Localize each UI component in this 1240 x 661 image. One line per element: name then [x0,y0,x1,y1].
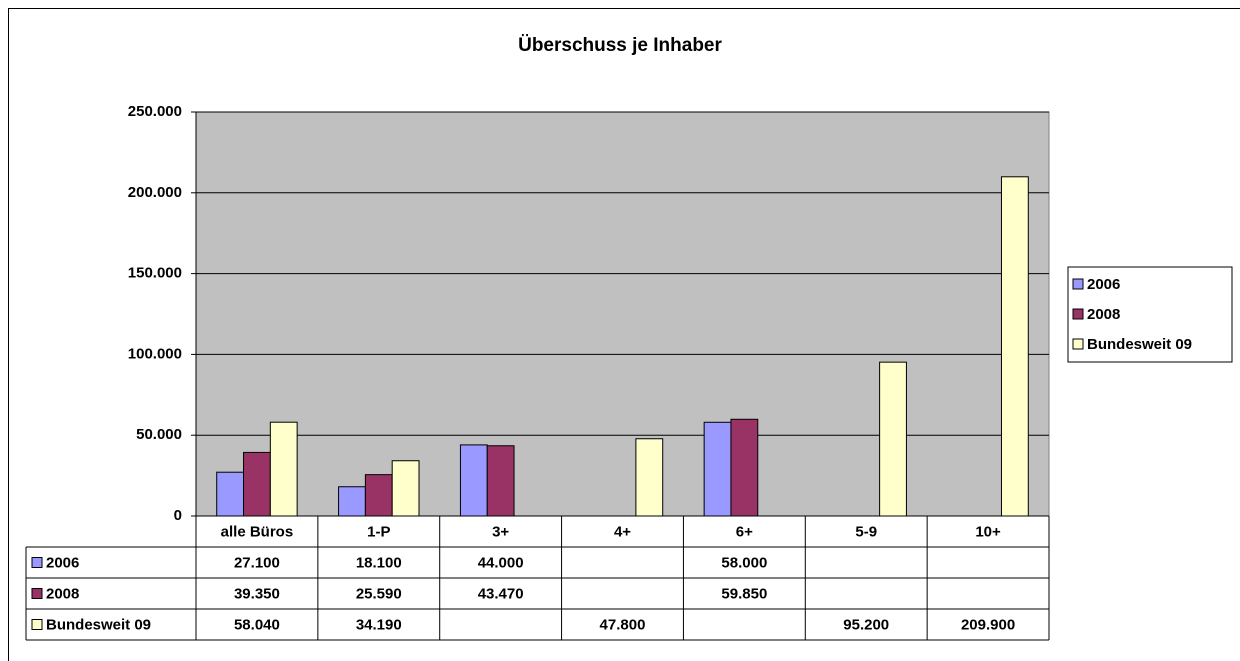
bar [703,421,732,517]
table-cell: 44.000 [478,554,524,571]
table-row-label: 2008 [46,585,79,602]
x-tick-label: 4+ [614,523,631,540]
y-tick-label: 0 [174,507,182,524]
y-tick-label: 250.000 [128,103,182,120]
legend-label: 2008 [1087,306,1120,323]
table-cell: 47.800 [600,616,646,633]
legend-label: Bundesweit 09 [1087,336,1192,353]
bar [391,460,420,517]
bar [730,418,759,517]
legend-label: 2006 [1087,276,1120,293]
table-cell: 58.040 [234,616,280,633]
table-cell: 209.900 [961,616,1015,633]
bar [243,451,271,517]
legend-box [1067,266,1233,363]
table-legend-key [31,619,43,630]
x-tick-label: 1-P [367,523,390,540]
table-row-label: Bundesweit 09 [46,616,151,633]
y-tick-label: 150.000 [128,265,182,282]
table-legend-key [31,588,43,599]
table-cell: 39.350 [234,585,280,602]
chart-title: Überschuss je Inhaber [518,35,722,56]
table-cell: 18.100 [356,554,402,571]
bar [216,471,245,517]
table-cell: 59.850 [721,585,767,602]
y-tick-label: 100.000 [128,345,182,362]
table-cell: 95.200 [843,616,889,633]
y-tick-label: 200.000 [128,184,182,201]
bar [364,474,393,517]
bar [879,361,907,517]
x-tick-label: 10+ [975,523,1001,540]
legend-key [1072,308,1084,320]
x-tick-label: 6+ [736,523,753,540]
table-cell: 58.000 [721,554,767,571]
bar [338,486,366,517]
table-cell: 34.190 [356,616,402,633]
x-tick-label: alle Büros [221,523,294,540]
table-row-label: 2006 [46,554,79,571]
bar [486,445,515,517]
legend-key [1072,338,1084,350]
bar [1000,176,1029,517]
y-tick-label: 50.000 [136,426,182,443]
bar [269,421,298,517]
table-cell: 25.590 [356,585,402,602]
legend-key [1072,278,1084,290]
x-tick-label: 3+ [492,523,509,540]
table-legend-key [31,557,43,568]
bar [459,444,488,517]
table-cell: 43.470 [478,585,524,602]
x-tick-label: 5-9 [855,523,877,540]
plot-area [195,111,1050,517]
bar [635,438,664,517]
table-cell: 27.100 [234,554,280,571]
